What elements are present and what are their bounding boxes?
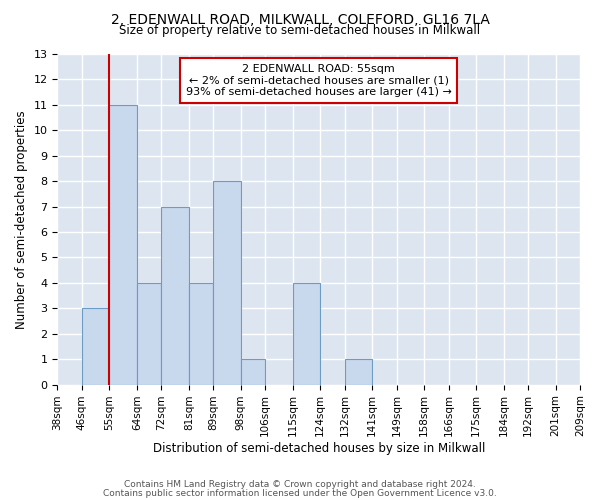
Bar [161,206,189,384]
Bar [213,181,241,384]
Bar [241,359,265,384]
Bar [293,283,320,384]
Y-axis label: Number of semi-detached properties: Number of semi-detached properties [15,110,28,328]
Bar [189,283,213,384]
Text: Contains public sector information licensed under the Open Government Licence v3: Contains public sector information licen… [103,488,497,498]
Text: 2 EDENWALL ROAD: 55sqm
← 2% of semi-detached houses are smaller (1)
93% of semi-: 2 EDENWALL ROAD: 55sqm ← 2% of semi-deta… [186,64,452,97]
Text: Size of property relative to semi-detached houses in Milkwall: Size of property relative to semi-detach… [119,24,481,37]
Text: 2, EDENWALL ROAD, MILKWALL, COLEFORD, GL16 7LA: 2, EDENWALL ROAD, MILKWALL, COLEFORD, GL… [110,12,490,26]
Bar [109,105,137,384]
Text: Contains HM Land Registry data © Crown copyright and database right 2024.: Contains HM Land Registry data © Crown c… [124,480,476,489]
Bar [137,283,161,384]
X-axis label: Distribution of semi-detached houses by size in Milkwall: Distribution of semi-detached houses by … [152,442,485,455]
Bar [82,308,109,384]
Bar [344,359,372,384]
